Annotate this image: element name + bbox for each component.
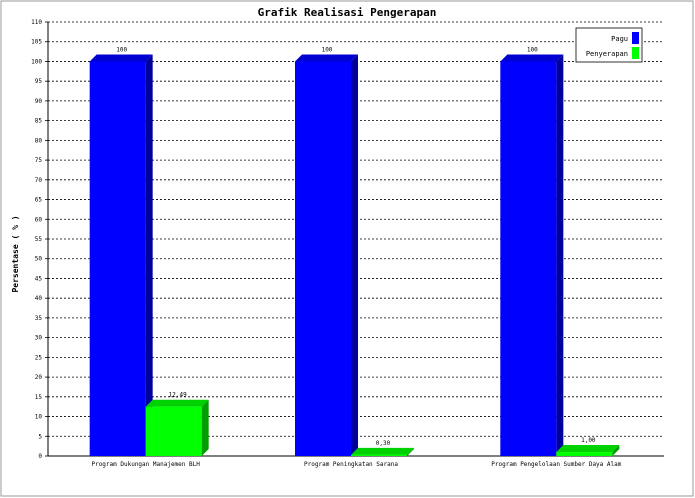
- x-tick-label: Program Pengelolaan Sumber Daya Alam: [491, 461, 621, 468]
- bar-penyerapan: [351, 454, 407, 456]
- data-label: 100: [116, 46, 127, 53]
- bar-pagu: [500, 61, 557, 457]
- legend-swatch-pagu: [632, 32, 639, 44]
- y-tick-label: 75: [35, 157, 43, 164]
- bar-top-penyerapan: [556, 445, 620, 453]
- y-tick-label: 20: [35, 374, 43, 381]
- data-label: 100: [527, 46, 538, 53]
- y-tick-label: 80: [35, 137, 43, 144]
- legend-label-pagu: Pagu: [611, 35, 628, 43]
- y-tick-label: 30: [35, 335, 43, 342]
- y-tick-label: 110: [31, 19, 42, 26]
- y-tick-label: 65: [35, 197, 43, 204]
- legend-label-penyerapan: Penyerapan: [586, 50, 628, 58]
- y-tick-label: 5: [38, 433, 42, 440]
- bar-side-penyerapan: [612, 445, 620, 456]
- x-tick-label: Program Dukungan Manajemen BLH: [91, 461, 200, 468]
- y-tick-label: 50: [35, 256, 43, 263]
- bars: [89, 54, 620, 457]
- bar-top-pagu: [89, 54, 153, 62]
- legend: Pagu Penyerapan: [575, 27, 643, 63]
- bar-side-pagu: [556, 54, 564, 457]
- y-tick-label: 70: [35, 177, 43, 184]
- bar-side-penyerapan: [407, 447, 414, 456]
- y-tick-label: 95: [35, 78, 43, 85]
- bar-side-pagu: [145, 54, 153, 457]
- labels: 0 5 10 15 20 25 30 35 40 45 50 55 60 65 70 75 80 85 90 95 10…: [31, 19, 622, 468]
- bar-top-pagu: [500, 54, 564, 62]
- bar-top-pagu: [295, 54, 358, 62]
- y-tick-label: 0: [38, 453, 42, 460]
- bar-side-pagu: [351, 54, 358, 457]
- y-tick-label: 100: [31, 58, 42, 65]
- data-label: 12,49: [169, 392, 187, 399]
- x-tick-label: Program Peningkatan Sarana: [304, 461, 398, 468]
- y-tick-label: 15: [35, 394, 43, 401]
- chart-title: Grafik Realisasi Pengerapan: [258, 6, 437, 19]
- y-tick-label: 10: [35, 414, 43, 421]
- y-tick-label: 45: [35, 275, 43, 282]
- bar-top-penyerapan: [145, 399, 209, 407]
- bar-pagu: [89, 61, 146, 457]
- data-label: 100: [322, 46, 333, 53]
- bar-penyerapan: [145, 406, 202, 456]
- bar-side-penyerapan: [201, 399, 209, 456]
- y-tick-label: 60: [35, 216, 43, 223]
- y-tick-label: 85: [35, 118, 43, 125]
- y-tick-label: 25: [35, 354, 43, 361]
- legend-box: [575, 27, 643, 63]
- y-tick-label: 55: [35, 236, 43, 243]
- y-tick-label: 40: [35, 295, 43, 302]
- data-label: 1,00: [581, 437, 596, 444]
- data-label: 0,30: [376, 440, 391, 447]
- bar-pagu: [295, 61, 351, 457]
- y-axis-label: Persentase ( % ): [11, 215, 20, 292]
- y-tick-label: 90: [35, 98, 43, 105]
- y-tick-label: 105: [31, 39, 42, 46]
- legend-swatch-penyerapan: [632, 47, 639, 59]
- y-tick-label: 35: [35, 315, 43, 322]
- bar-top-penyerapan: [351, 447, 414, 455]
- bar-penyerapan: [556, 452, 613, 456]
